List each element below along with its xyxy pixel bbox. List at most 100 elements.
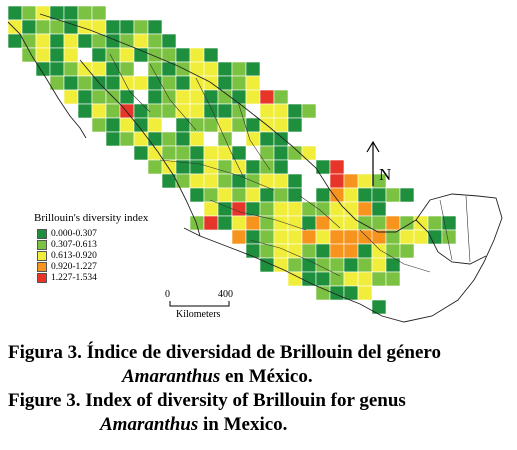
- grid-cell: [301, 215, 317, 231]
- grid-cell: [7, 19, 23, 35]
- state-border: [359, 229, 431, 273]
- grid-cell: [343, 201, 359, 217]
- grid-cell: [329, 229, 345, 245]
- grid-cell: [77, 89, 93, 105]
- grid-cell: [147, 159, 163, 175]
- grid-cell: [441, 215, 457, 231]
- grid-cell: [161, 33, 177, 49]
- grid-cell: [63, 89, 79, 105]
- grid-cell: [147, 117, 163, 133]
- grid-cell: [63, 75, 79, 91]
- legend-label: 0.613-0.920: [51, 250, 97, 261]
- grid-cell: [231, 201, 247, 217]
- caption-en-line2-rest: in Mexico.: [198, 414, 288, 435]
- state-border: [299, 195, 341, 229]
- caption-en-genus: Amaranthus: [100, 414, 199, 435]
- grid-cell: [105, 75, 121, 91]
- grid-cell: [259, 229, 275, 245]
- grid-cell: [63, 61, 79, 77]
- grid-cell: [49, 33, 65, 49]
- grid-cell: [357, 271, 373, 287]
- grid-cell: [189, 117, 205, 133]
- grid-cell: [231, 61, 247, 77]
- grid-cell: [203, 47, 219, 63]
- grid-cell: [189, 47, 205, 63]
- mainland-west-coast-outline: [79, 59, 201, 237]
- grid-cell: [273, 159, 289, 175]
- grid-cell: [385, 271, 401, 287]
- grid-cell: [273, 187, 289, 203]
- grid-cell: [371, 215, 387, 231]
- grid-cell: [189, 103, 205, 119]
- grid-cell: [77, 33, 93, 49]
- grid-cell: [273, 173, 289, 189]
- grid-cell: [287, 173, 303, 189]
- grid-cell: [147, 103, 163, 119]
- grid-cell: [245, 187, 261, 203]
- grid-cell: [343, 215, 359, 231]
- grid-cell: [287, 257, 303, 273]
- legend-label: 0.000-0.307: [51, 228, 97, 239]
- grid-cell: [217, 215, 233, 231]
- grid-cell: [273, 131, 289, 147]
- grid-cell: [119, 75, 135, 91]
- state-border: [209, 199, 307, 231]
- grid-cell: [189, 89, 205, 105]
- grid-cell: [175, 47, 191, 63]
- grid-cell: [245, 89, 261, 105]
- grid-cell: [343, 257, 359, 273]
- coastline-outline: [7, 13, 503, 323]
- grid-cell: [133, 145, 149, 161]
- grid-cell: [133, 103, 149, 119]
- grid-cell: [329, 271, 345, 287]
- state-border: [439, 199, 453, 261]
- grid-cell: [357, 257, 373, 273]
- grid-cell: [189, 145, 205, 161]
- grid-cell: [91, 89, 107, 105]
- grid-cell: [91, 33, 107, 49]
- grid-cell: [231, 187, 247, 203]
- grid-cell: [245, 61, 261, 77]
- grid-cell: [91, 5, 107, 21]
- grid-cell: [161, 103, 177, 119]
- grid-cell: [231, 75, 247, 91]
- north-label: N: [379, 165, 392, 184]
- grid-cell: [399, 229, 415, 245]
- grid-cell: [189, 159, 205, 175]
- grid-cell: [343, 187, 359, 203]
- legend-item: 0.307-0.613: [37, 239, 148, 250]
- grid-cell: [273, 201, 289, 217]
- grid-cell: [329, 243, 345, 259]
- grid-cell: [189, 173, 205, 189]
- grid-cell: [357, 243, 373, 259]
- grid-cell: [385, 243, 401, 259]
- state-borders: [109, 53, 471, 277]
- legend-title: Brillouin's diversity index: [34, 212, 149, 224]
- grid-cell: [63, 33, 79, 49]
- grid-cell: [245, 173, 261, 189]
- caption-es-genus: Amaranthus: [122, 366, 221, 387]
- grid-cell: [413, 215, 429, 231]
- grid-cell: [273, 117, 289, 133]
- grid-cell: [119, 89, 135, 105]
- grid-cell: [315, 229, 331, 245]
- grid-cell: [315, 243, 331, 259]
- grid-cell: [189, 61, 205, 77]
- state-border: [249, 239, 341, 277]
- grid-cell: [217, 75, 233, 91]
- grid-cell: [49, 19, 65, 35]
- caption: Figura 3. Índice de diversidad de Brillo…: [0, 341, 517, 437]
- grid-cell: [245, 215, 261, 231]
- grid-cell: [175, 173, 191, 189]
- grid-cell: [77, 75, 93, 91]
- grid-cell: [119, 47, 135, 63]
- grid-cell: [175, 103, 191, 119]
- grid-cell: [217, 159, 233, 175]
- grid-cell: [7, 33, 23, 49]
- state-border: [149, 63, 197, 131]
- grid-cell: [91, 103, 107, 119]
- grid-cell: [245, 243, 261, 259]
- grid-cell: [357, 285, 373, 301]
- caption-es-line1: Figura 3. Índice de diversidad de Brillo…: [8, 342, 441, 363]
- grid-cell: [343, 243, 359, 259]
